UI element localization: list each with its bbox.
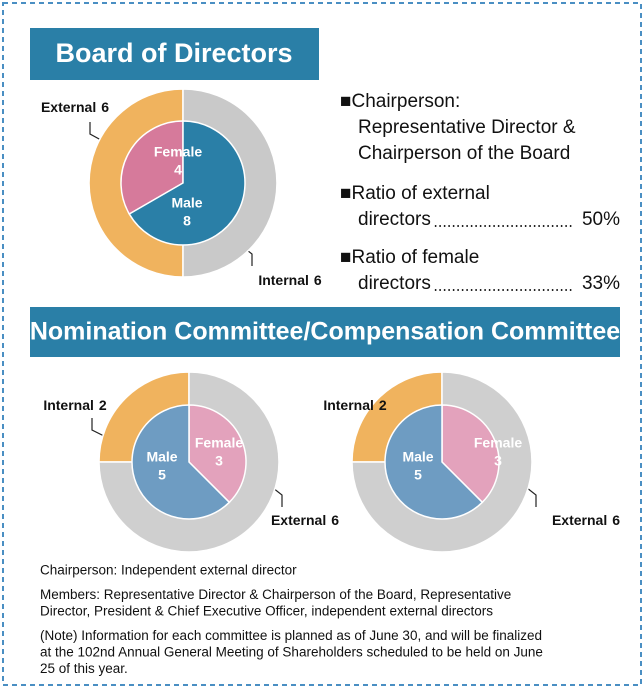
ratio-value: 33% bbox=[582, 273, 620, 294]
board-banner bbox=[30, 28, 319, 80]
value: 6 bbox=[101, 99, 109, 115]
inner-label: Male bbox=[171, 195, 202, 211]
category: Internal bbox=[43, 397, 94, 413]
inner-label: Male bbox=[146, 449, 177, 465]
inner-value: 5 bbox=[414, 467, 422, 483]
footer-text: Chairperson: Independent external direct… bbox=[40, 563, 297, 578]
chairperson-note: Representative Director & bbox=[358, 117, 576, 138]
category: External bbox=[552, 512, 607, 528]
footer-text: at the 102nd Annual General Meeting of S… bbox=[40, 645, 543, 660]
ratio-value: 50% bbox=[582, 209, 620, 230]
inner-value: 8 bbox=[183, 213, 191, 229]
chairperson-note: ■Chairperson: bbox=[340, 91, 460, 112]
value: 2 bbox=[99, 397, 107, 413]
inner-label: Female bbox=[154, 144, 202, 160]
category: External bbox=[41, 99, 96, 115]
inner-value: 4 bbox=[174, 162, 182, 178]
value: 2 bbox=[379, 397, 387, 413]
outer-label: External 6 bbox=[41, 99, 109, 115]
outer-label: Internal 2 bbox=[323, 397, 387, 413]
footer-text: 25 of this year. bbox=[40, 661, 128, 676]
value: 6 bbox=[331, 512, 339, 528]
category: Internal bbox=[323, 397, 374, 413]
value: 6 bbox=[612, 512, 620, 528]
inner-slice bbox=[188, 404, 247, 504]
chairperson-note: Chairperson of the Board bbox=[358, 143, 570, 164]
inner-label: Male bbox=[402, 449, 433, 465]
outer-label: Internal 6 bbox=[258, 272, 322, 288]
committee-banner bbox=[30, 307, 620, 357]
ratio-label: ■Ratio of external bbox=[340, 183, 490, 204]
footer-text: Members: Representative Director & Chair… bbox=[40, 587, 511, 602]
footer-text: Director, President & Chief Executive Of… bbox=[40, 604, 493, 619]
board-title: Board of Directors bbox=[55, 38, 292, 68]
inner-label: Female bbox=[474, 435, 522, 451]
outer-label: External 6 bbox=[552, 512, 620, 528]
inner-label: Female bbox=[195, 435, 243, 451]
inner-slice bbox=[131, 404, 231, 520]
committee-title: Nomination Committee/Compensation Commit… bbox=[30, 318, 620, 346]
inner-slice bbox=[120, 120, 184, 216]
outer-label: Internal 2 bbox=[43, 397, 107, 413]
inner-value: 5 bbox=[158, 467, 166, 483]
ratio-label: directors bbox=[358, 273, 431, 294]
inner-slice bbox=[384, 404, 484, 520]
inner-slice bbox=[128, 120, 246, 246]
inner-value: 3 bbox=[494, 453, 502, 469]
footer-text: (Note) Information for each committee is… bbox=[40, 628, 542, 643]
category: External bbox=[271, 512, 326, 528]
outer-label: External 6 bbox=[271, 512, 339, 528]
inner-value: 3 bbox=[215, 453, 223, 469]
value: 6 bbox=[314, 272, 322, 288]
ratio-label: ■Ratio of female bbox=[340, 247, 479, 268]
category: Internal bbox=[258, 272, 309, 288]
inner-slice bbox=[441, 404, 500, 504]
ratio-label: directors bbox=[358, 209, 431, 230]
